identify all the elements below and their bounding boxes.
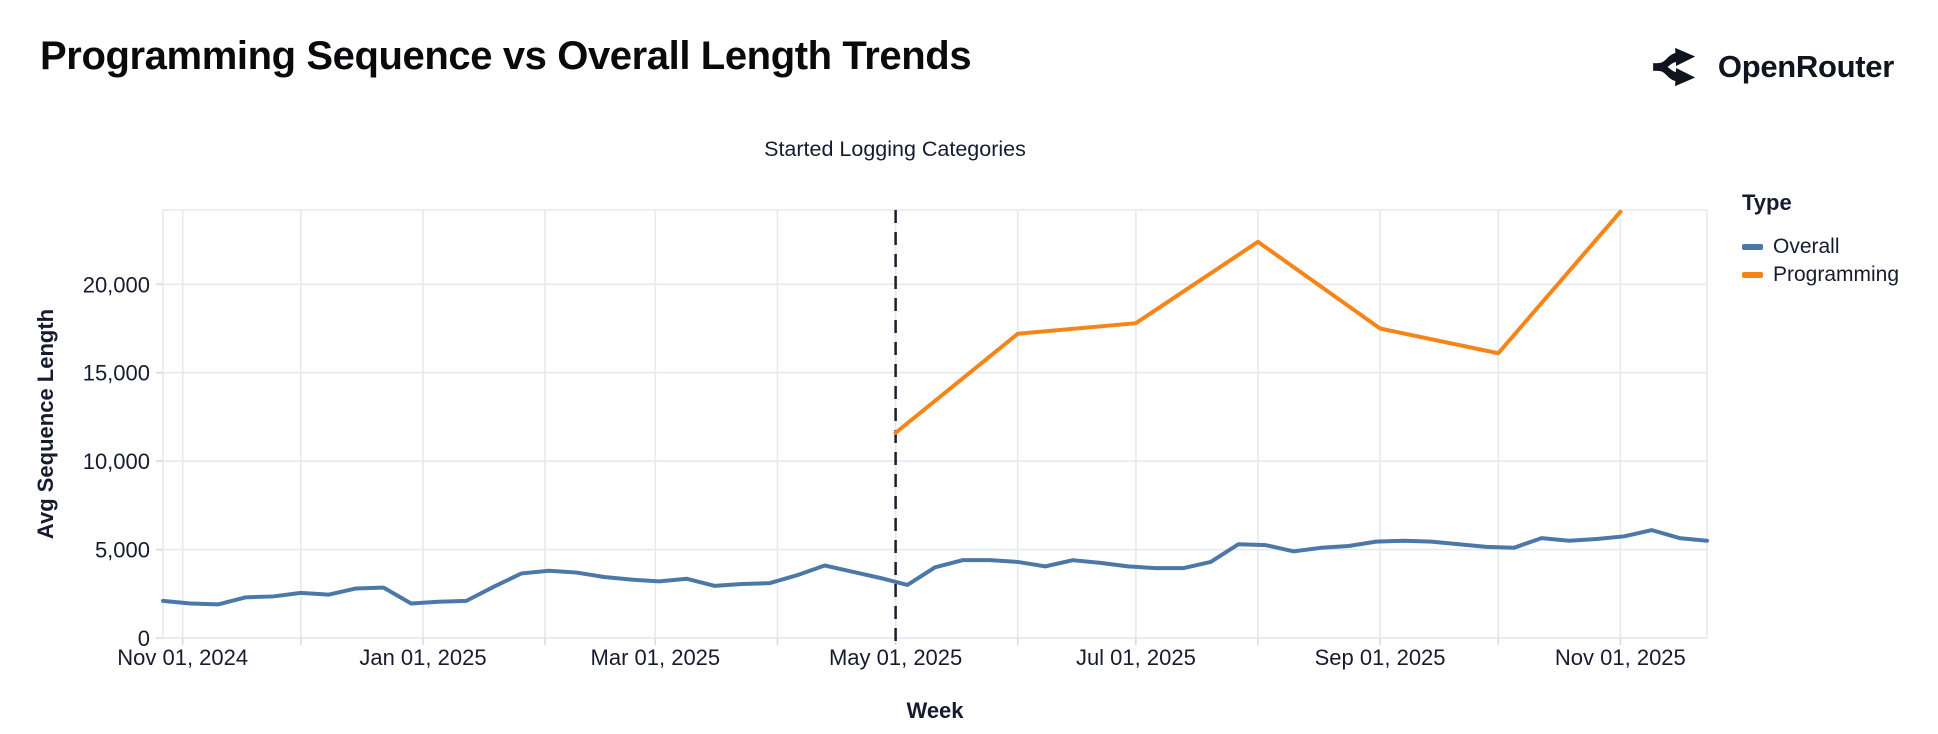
x-tick-label: Jul 01, 2025 <box>1076 645 1196 670</box>
legend-item: Overall <box>1742 233 1899 261</box>
y-gridlines <box>163 283 1707 639</box>
y-tick-labels: 0 5,000 10,000 15,000 20,000 <box>83 272 150 651</box>
legend-title: Type <box>1742 190 1792 215</box>
legend-swatch-programming <box>1742 272 1763 278</box>
y-tick-label: 0 <box>138 626 150 651</box>
y-tick-label: 15,000 <box>83 361 150 386</box>
openrouter-fork-icon <box>1652 46 1702 88</box>
x-tick-label: May 01, 2025 <box>829 645 962 670</box>
x-tick-label: Nov 01, 2024 <box>117 645 248 670</box>
x-tick-label: Jan 01, 2025 <box>359 645 486 670</box>
plot-border <box>162 209 1708 639</box>
x-tick-label: Nov 01, 2025 <box>1555 645 1686 670</box>
y-axis-title: Avg Sequence Length <box>33 308 58 540</box>
brand-logo: OpenRouter <box>1652 46 1894 88</box>
series-line-programming <box>893 209 1623 435</box>
x-tick-label: Mar 01, 2025 <box>591 645 721 670</box>
legend-item-label: Programming <box>1773 263 1900 286</box>
legend-item-label: Overall <box>1773 235 1840 258</box>
brand-name: OpenRouter <box>1717 49 1894 84</box>
legend: Type Overall Programming <box>1742 190 1899 289</box>
y-tick-label: 5,000 <box>95 538 150 563</box>
annotation-label: Started Logging Categories <box>764 137 1026 161</box>
x-gridlines <box>181 210 1622 638</box>
y-tick-label: 20,000 <box>83 272 150 297</box>
axis-ticks <box>156 283 1622 645</box>
x-tick-labels: Nov 01, 2024 Jan 01, 2025 Mar 01, 2025 May … <box>117 645 1686 670</box>
series-line-overall <box>161 528 1709 607</box>
legend-item: Programming <box>1742 261 1899 289</box>
legend-items: Overall Programming <box>1742 233 1899 289</box>
x-tick-label: Sep 01, 2025 <box>1315 645 1446 670</box>
y-tick-label: 10,000 <box>83 449 150 474</box>
legend-swatch-overall <box>1742 244 1763 250</box>
x-axis-title: Week <box>906 698 964 723</box>
page-title: Programming Sequence vs Overall Length T… <box>40 34 972 78</box>
